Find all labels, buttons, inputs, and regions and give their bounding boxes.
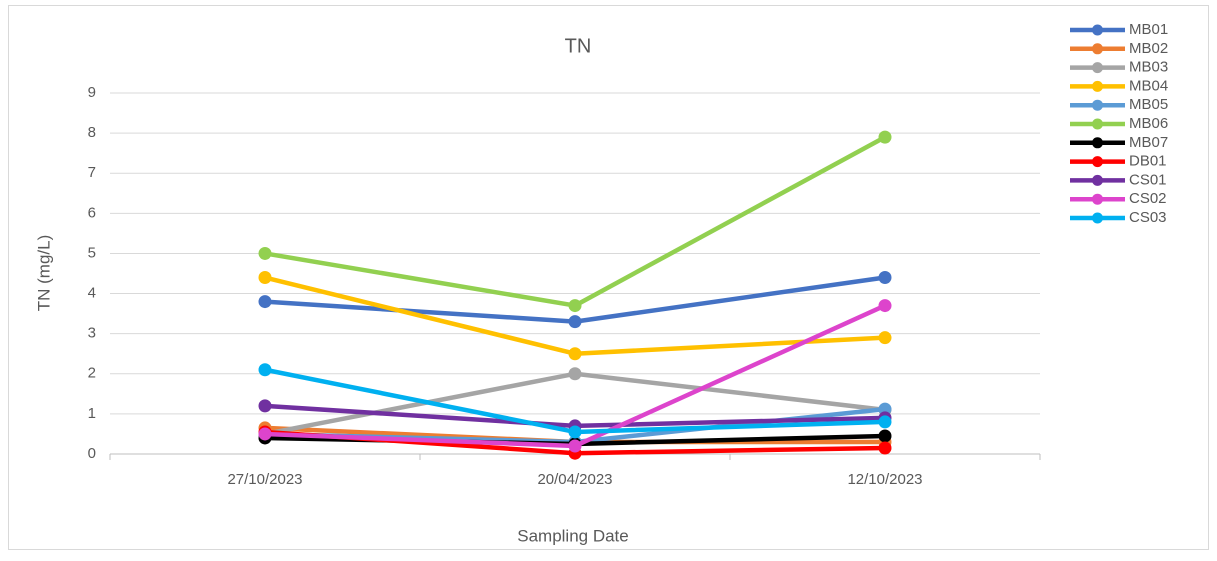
data-point: [568, 367, 582, 381]
legend-marker: [1092, 62, 1103, 74]
y-tick-label: 9: [88, 84, 96, 101]
legend-marker: [1092, 24, 1103, 36]
legend-label: CS02: [1129, 190, 1167, 207]
legend-marker: [1092, 193, 1103, 205]
legend-label: CS01: [1129, 171, 1167, 188]
legend-marker: [1092, 80, 1103, 92]
legend-label: MB07: [1129, 134, 1168, 151]
data-point: [258, 399, 272, 413]
data-point: [568, 315, 582, 329]
x-tick-label: 20/04/2023: [537, 471, 612, 488]
legend-marker: [1092, 43, 1103, 55]
data-point: [878, 331, 892, 345]
data-point: [878, 130, 892, 144]
legend-marker: [1092, 137, 1103, 149]
legend-label: MB06: [1129, 115, 1168, 132]
data-point: [878, 415, 892, 429]
legend-marker: [1092, 174, 1103, 186]
legend-marker: [1092, 118, 1103, 130]
data-point: [258, 427, 272, 441]
y-tick-label: 0: [88, 445, 96, 462]
data-point: [568, 439, 582, 453]
legend-label: DB01: [1129, 153, 1167, 170]
x-tick-label: 27/10/2023: [227, 471, 302, 488]
y-tick-label: 3: [88, 325, 96, 342]
data-point: [258, 363, 272, 377]
legend-label: MB02: [1129, 40, 1168, 57]
data-point: [878, 299, 892, 313]
data-point: [568, 347, 582, 361]
x-axis-label: Sampling Date: [517, 526, 629, 545]
data-point: [258, 271, 272, 285]
chart-title: TN: [565, 35, 592, 57]
data-point: [258, 246, 272, 260]
y-tick-label: 4: [88, 285, 96, 302]
data-point: [878, 271, 892, 285]
x-tick-label: 12/10/2023: [847, 471, 922, 488]
y-tick-label: 2: [88, 365, 96, 382]
data-point: [258, 295, 272, 309]
legend-marker: [1092, 212, 1103, 224]
data-point: [568, 425, 582, 439]
y-tick-label: 5: [88, 244, 96, 261]
data-point: [878, 429, 892, 443]
chart-border: [8, 5, 1209, 550]
legend-label: MB03: [1129, 59, 1168, 76]
y-tick-label: 1: [88, 405, 96, 422]
legend-marker: [1092, 99, 1103, 111]
y-tick-label: 8: [88, 124, 96, 141]
y-tick-label: 6: [88, 204, 96, 221]
legend-label: MB01: [1129, 21, 1168, 38]
legend-label: CS03: [1129, 209, 1167, 226]
y-axis-label: TN (mg/L): [34, 235, 53, 312]
y-tick-label: 7: [88, 164, 96, 181]
legend-marker: [1092, 156, 1103, 168]
data-point: [878, 441, 892, 455]
legend-label: MB05: [1129, 96, 1168, 113]
legend-label: MB04: [1129, 77, 1168, 94]
data-point: [568, 299, 582, 313]
